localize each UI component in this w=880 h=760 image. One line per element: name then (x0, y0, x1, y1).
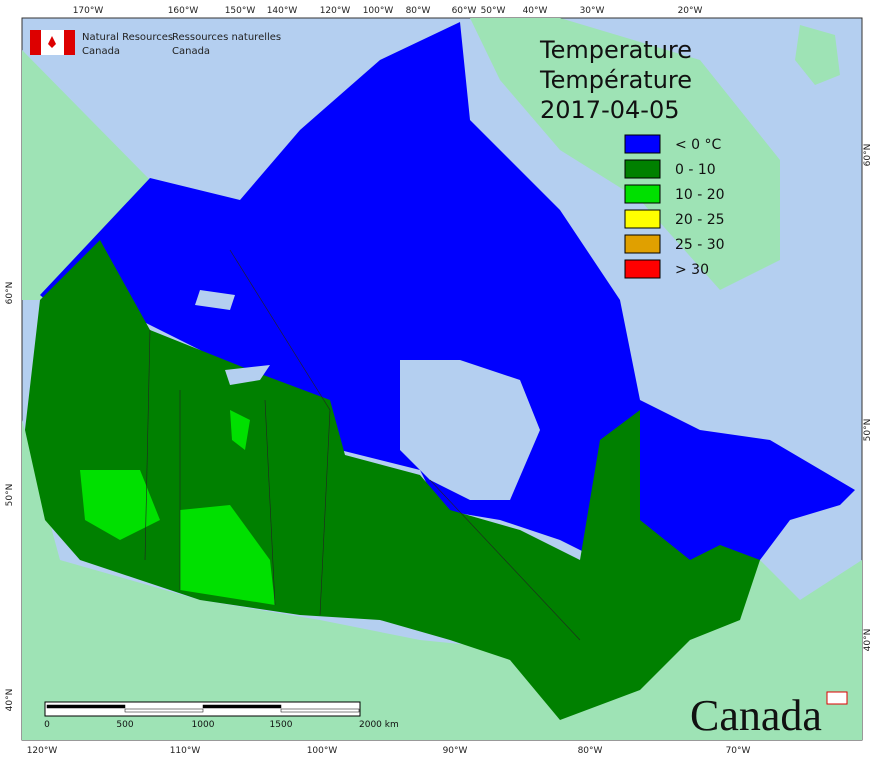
graticule-label: 50°W (481, 6, 506, 16)
scale-segment (202, 704, 282, 709)
flag-bar (30, 30, 41, 55)
scale-segment (46, 704, 126, 709)
scale-segment (280, 708, 360, 713)
header-text: Canada (172, 46, 210, 57)
legend-swatch (624, 209, 661, 229)
scale-bar: 0 500 1000 1500 2000 km (44, 701, 399, 730)
temperature-zones (25, 22, 855, 720)
legend-swatch (624, 259, 661, 279)
scale-label: 2000 km (359, 720, 399, 730)
graticule-label: 50°N (5, 484, 15, 507)
graticule-label: 80°W (406, 6, 431, 16)
legend-label: 0 - 10 (675, 162, 716, 178)
scale-label: 0 (44, 720, 50, 730)
flag-leaf (48, 36, 56, 48)
legend-label: 20 - 25 (675, 212, 725, 228)
legend-swatch (624, 159, 661, 179)
header-text: Natural Resources (82, 32, 173, 43)
graticule-label: 60°N (863, 144, 873, 167)
graticule-label: 60°W (452, 6, 477, 16)
graticule-label: 40°W (523, 6, 548, 16)
legend: < 0 °C 0 - 10 10 - 20 20 - 25 25 - 30 > 30 (624, 134, 725, 279)
graticule-label: 170°W (73, 6, 104, 16)
graticule-label: 70°W (726, 746, 751, 756)
graticule-label: 50°N (863, 419, 873, 442)
graticule-label: 40°N (5, 689, 15, 712)
graticule-label: 30°W (580, 6, 605, 16)
scale-segment (124, 708, 204, 713)
graticule-label: 90°W (443, 746, 468, 756)
flag-bar (64, 30, 75, 55)
legend-swatch (624, 184, 661, 204)
graticule-label: 120°W (27, 746, 58, 756)
graticule-label: 80°W (578, 746, 603, 756)
graticule-label: 40°N (863, 629, 873, 652)
header-text: Ressources naturelles (172, 32, 281, 43)
province-borders (144, 249, 581, 641)
graticule-label: 120°W (320, 6, 351, 16)
title: Température (539, 66, 692, 94)
title: Temperature (539, 36, 692, 64)
legend-label: > 30 (675, 262, 709, 278)
graticule-label: 150°W (225, 6, 256, 16)
graticule-label: 110°W (170, 746, 201, 756)
graticule-labels: 170°W 160°W 150°W 140°W 120°W 100°W 80°W 60°W 50… (5, 6, 873, 756)
wordmark-flag (826, 691, 848, 705)
legend-label: < 0 °C (675, 137, 722, 153)
scale-label: 500 (116, 720, 133, 730)
wordmark: Canada (690, 691, 822, 740)
graticule-label: 20°W (678, 6, 703, 16)
graticule-label: 100°W (363, 6, 394, 16)
legend-label: 25 - 30 (675, 237, 725, 253)
graticule-label: 140°W (267, 6, 298, 16)
header-text: Canada (82, 46, 120, 57)
graticule-label: 160°W (168, 6, 199, 16)
date: 2017-04-05 (540, 96, 679, 124)
legend-swatch (624, 134, 661, 154)
legend-label: 10 - 20 (675, 187, 725, 203)
legend-swatch (624, 234, 661, 254)
scale-label: 1500 (270, 720, 293, 730)
graticule-label: 60°N (5, 282, 15, 305)
scale-label: 1000 (192, 720, 215, 730)
graticule-label: 100°W (307, 746, 338, 756)
